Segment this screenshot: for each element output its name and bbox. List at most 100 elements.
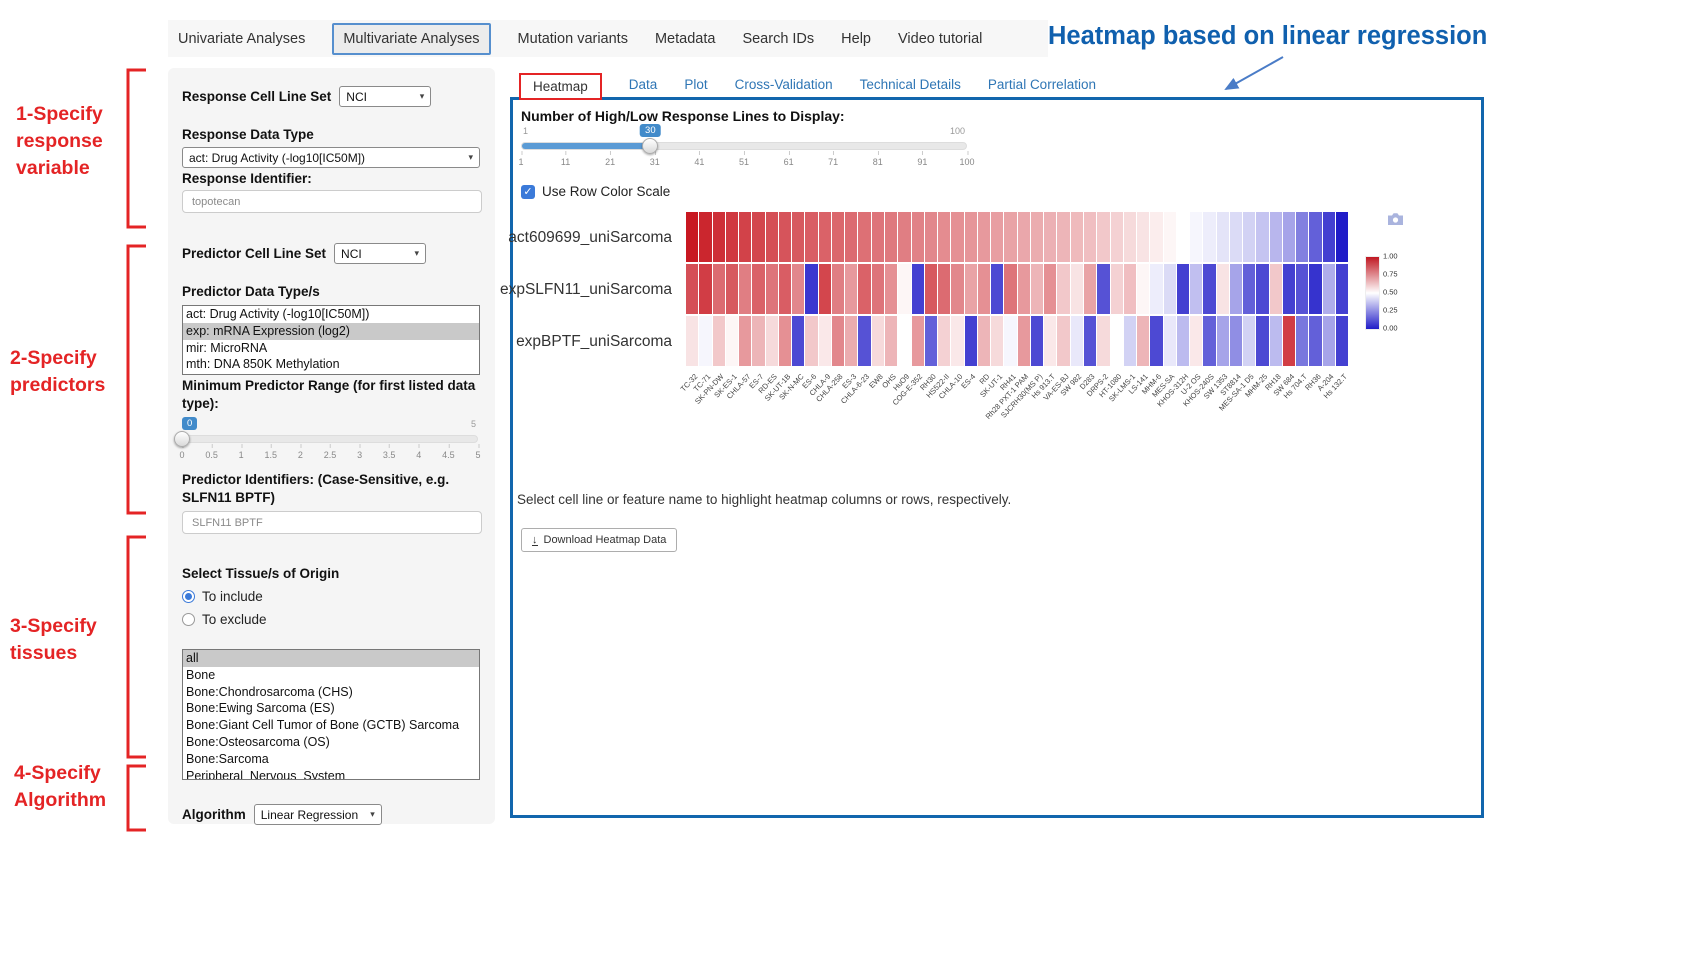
tissue-listbox[interactable]: allBoneBone:Chondrosarcoma (CHS)Bone:Ewi… [182,649,480,780]
heatmap-cell[interactable] [1230,316,1242,366]
heatmap-cell[interactable] [1177,212,1189,262]
heatmap-cell[interactable] [1124,316,1136,366]
heatmap-cell[interactable] [819,264,831,314]
heatmap-cell[interactable] [699,212,711,262]
heatmap-cell[interactable] [1057,212,1069,262]
heatmap-cell[interactable] [1217,264,1229,314]
heatmap-cell[interactable] [978,316,990,366]
heatmap-cell[interactable] [1309,264,1321,314]
heatmap-cell[interactable] [872,264,884,314]
heatmap-cell[interactable] [898,212,910,262]
heatmap-cell[interactable] [779,316,791,366]
heatmap-cell[interactable] [1124,264,1136,314]
heatmap-cell[interactable] [1004,212,1016,262]
tab-heatmap[interactable]: Heatmap [519,73,602,100]
num-lines-slider[interactable]: 1 100 30 1112131415161718191100 [521,126,967,174]
heatmap-cell[interactable] [726,264,738,314]
heatmap-cell[interactable] [726,316,738,366]
heatmap-cell[interactable] [1111,212,1123,262]
heatmap-cell[interactable] [1230,212,1242,262]
heatmap-cell[interactable] [752,212,764,262]
heatmap-cell[interactable] [1336,212,1348,262]
heatmap-cell[interactable] [965,212,977,262]
heatmap-cell[interactable] [739,212,751,262]
heatmap-cell[interactable] [1137,316,1149,366]
heatmap-cell[interactable] [766,264,778,314]
tissue-exclude-radio[interactable] [182,613,195,626]
heatmap-cell[interactable] [1230,264,1242,314]
heatmap-cell[interactable] [1270,316,1282,366]
heatmap-cell[interactable] [713,316,725,366]
heatmap-cell[interactable] [832,316,844,366]
heatmap-cell[interactable] [686,212,698,262]
tab-partial-correlation[interactable]: Partial Correlation [988,77,1096,92]
list-item[interactable]: Peripheral_Nervous_System [183,768,479,780]
heatmap-cell[interactable] [845,264,857,314]
heatmap-cell[interactable] [978,264,990,314]
heatmap-cell[interactable] [805,316,817,366]
heatmap-cell[interactable] [938,264,950,314]
heatmap-cell[interactable] [965,264,977,314]
heatmap-cell[interactable] [1018,316,1030,366]
heatmap-cell[interactable] [739,316,751,366]
heatmap-cell[interactable] [1323,316,1335,366]
heatmap-cell[interactable] [1190,212,1202,262]
heatmap-cell[interactable] [686,264,698,314]
heatmap-cell[interactable] [885,264,897,314]
tab-cross-validation[interactable]: Cross-Validation [735,77,833,92]
heatmap-cell[interactable] [858,264,870,314]
heatmap-cell[interactable] [779,264,791,314]
heatmap-cell[interactable] [1190,316,1202,366]
tab-data[interactable]: Data [629,77,658,92]
heatmap-cell[interactable] [1283,264,1295,314]
heatmap-cell[interactable] [898,264,910,314]
heatmap-cell[interactable] [1283,212,1295,262]
heatmap-cell[interactable] [885,212,897,262]
heatmap-cell[interactable] [1044,212,1056,262]
nav-item[interactable]: Univariate Analyses [178,31,305,47]
heatmap-cell[interactable] [1190,264,1202,314]
tab-plot[interactable]: Plot [684,77,707,92]
heatmap-cell[interactable] [1018,212,1030,262]
heatmap-cell[interactable] [1004,264,1016,314]
predictor-identifiers-input[interactable]: SLFN11 BPTF [182,511,482,534]
heatmap-cell[interactable] [938,212,950,262]
heatmap-cell[interactable] [1270,264,1282,314]
tab-technical-details[interactable]: Technical Details [860,77,961,92]
heatmap-cell[interactable] [792,316,804,366]
heatmap-cell[interactable] [819,212,831,262]
heatmap-cell[interactable] [1336,264,1348,314]
heatmap-cell[interactable] [1309,316,1321,366]
heatmap-cell[interactable] [1177,316,1189,366]
list-item[interactable]: Bone:Chondrosarcoma (CHS) [183,684,479,701]
heatmap-cell[interactable] [699,316,711,366]
heatmap-row-label[interactable]: expBPTF_uniSarcoma [513,316,681,368]
heatmap-cell[interactable] [1256,212,1268,262]
list-item[interactable]: mth: DNA 850K Methylation [183,356,479,373]
heatmap-cell[interactable] [1150,316,1162,366]
download-heatmap-data-button[interactable]: ↓ Download Heatmap Data [521,528,677,552]
heatmap-cell[interactable] [1031,264,1043,314]
heatmap-cell[interactable] [805,212,817,262]
heatmap-cell[interactable] [872,212,884,262]
heatmap-cell[interactable] [766,316,778,366]
list-item[interactable]: Bone:Giant Cell Tumor of Bone (GCTB) Sar… [183,717,479,734]
heatmap-cell[interactable] [991,264,1003,314]
response-cell-line-set-select[interactable]: NCI ▾ [339,86,431,107]
heatmap-cell[interactable] [991,316,1003,366]
heatmap-cell[interactable] [912,212,924,262]
heatmap-cell[interactable] [739,264,751,314]
heatmap-cell[interactable] [1217,212,1229,262]
heatmap-cell[interactable] [965,316,977,366]
heatmap-cell[interactable] [1044,316,1056,366]
heatmap-cell[interactable] [885,316,897,366]
heatmap-cell[interactable] [872,316,884,366]
camera-icon[interactable] [1387,212,1404,231]
heatmap-cell[interactable] [1084,212,1096,262]
heatmap-cell[interactable] [713,212,725,262]
heatmap-cell[interactable] [858,212,870,262]
heatmap-cell[interactable] [951,316,963,366]
heatmap-cell[interactable] [951,212,963,262]
heatmap-cell[interactable] [1309,212,1321,262]
heatmap-cell[interactable] [912,264,924,314]
